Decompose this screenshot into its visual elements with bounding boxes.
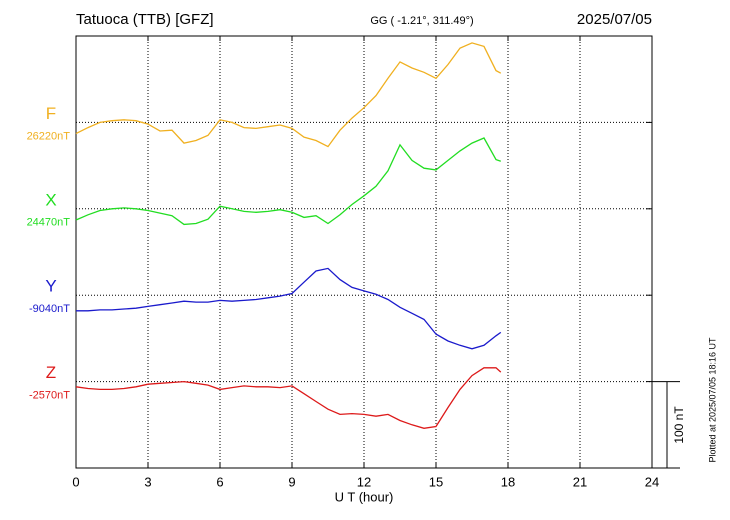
- footnote: Plotted at 2025/07/05 18:16 UT: [707, 337, 717, 463]
- x-tick-label: 18: [501, 474, 515, 489]
- x-tick-label: 12: [357, 474, 371, 489]
- series-line: [75, 367, 502, 429]
- chart-date: 2025/07/05: [577, 11, 652, 28]
- legend-name: X: [45, 190, 56, 209]
- series-line: [75, 137, 502, 226]
- series-line: [76, 267, 502, 350]
- x-tick-label: 6: [216, 474, 223, 489]
- baseline-label: 26220nT: [27, 130, 71, 142]
- baseline-label: -9040nT: [29, 303, 70, 315]
- series-line: [75, 42, 502, 148]
- x-tick-label: 15: [429, 474, 443, 489]
- baseline-label: 24470nT: [27, 217, 71, 229]
- baseline-label: -2570nT: [29, 390, 70, 402]
- scale-label: 100 nT: [672, 406, 686, 444]
- legend-name: Y: [45, 277, 56, 296]
- x-tick-label: 3: [144, 474, 151, 489]
- x-tick-label: 0: [72, 474, 79, 489]
- x-tick-label: 9: [288, 474, 295, 489]
- x-axis-label: U T (hour): [335, 489, 394, 504]
- legend-name: F: [46, 104, 56, 123]
- x-tick-label: 21: [573, 474, 587, 489]
- chart-title: Tatuoca (TTB) [GFZ]: [76, 11, 214, 28]
- x-tick-label: 24: [645, 474, 659, 489]
- legend-name: Z: [46, 363, 56, 382]
- chart-subtitle: GG ( -1.21°, 311.49°): [370, 15, 473, 27]
